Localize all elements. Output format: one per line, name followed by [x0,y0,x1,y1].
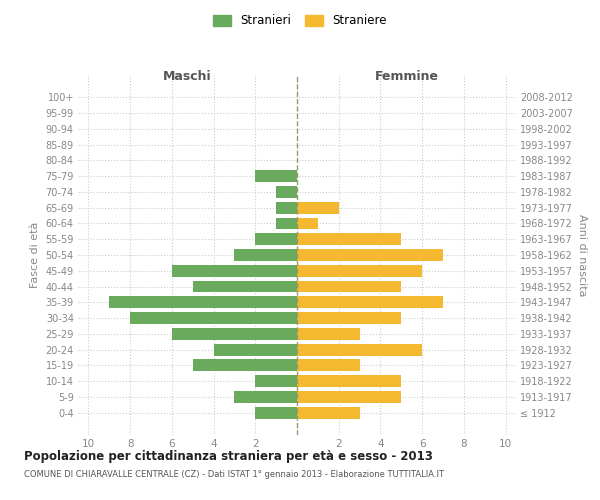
Bar [172,265,297,276]
Bar [235,391,297,403]
Legend: Stranieri, Straniere: Stranieri, Straniere [209,11,391,31]
Bar [297,360,359,372]
Bar [297,296,443,308]
Bar [109,296,297,308]
Bar [255,407,297,418]
Y-axis label: Fasce di età: Fasce di età [30,222,40,288]
Text: COMUNE DI CHIARAVALLE CENTRALE (CZ) - Dati ISTAT 1° gennaio 2013 - Elaborazione : COMUNE DI CHIARAVALLE CENTRALE (CZ) - Da… [24,470,444,479]
Bar [172,328,297,340]
Text: Maschi: Maschi [163,70,212,83]
Bar [297,280,401,292]
Bar [297,218,318,230]
Bar [276,202,297,213]
Bar [214,344,297,355]
Bar [297,234,401,245]
Bar [255,234,297,245]
Bar [255,170,297,182]
Bar [297,391,401,403]
Y-axis label: Anni di nascita: Anni di nascita [577,214,587,296]
Bar [297,249,443,261]
Bar [297,376,401,387]
Text: Popolazione per cittadinanza straniera per età e sesso - 2013: Popolazione per cittadinanza straniera p… [24,450,433,463]
Bar [297,202,339,213]
Bar [130,312,297,324]
Bar [297,265,422,276]
Text: Femmine: Femmine [374,70,439,83]
Bar [193,280,297,292]
Bar [193,360,297,372]
Bar [297,328,359,340]
Bar [255,376,297,387]
Bar [297,312,401,324]
Bar [235,249,297,261]
Bar [276,218,297,230]
Bar [276,186,297,198]
Bar [297,344,422,355]
Bar [297,407,359,418]
